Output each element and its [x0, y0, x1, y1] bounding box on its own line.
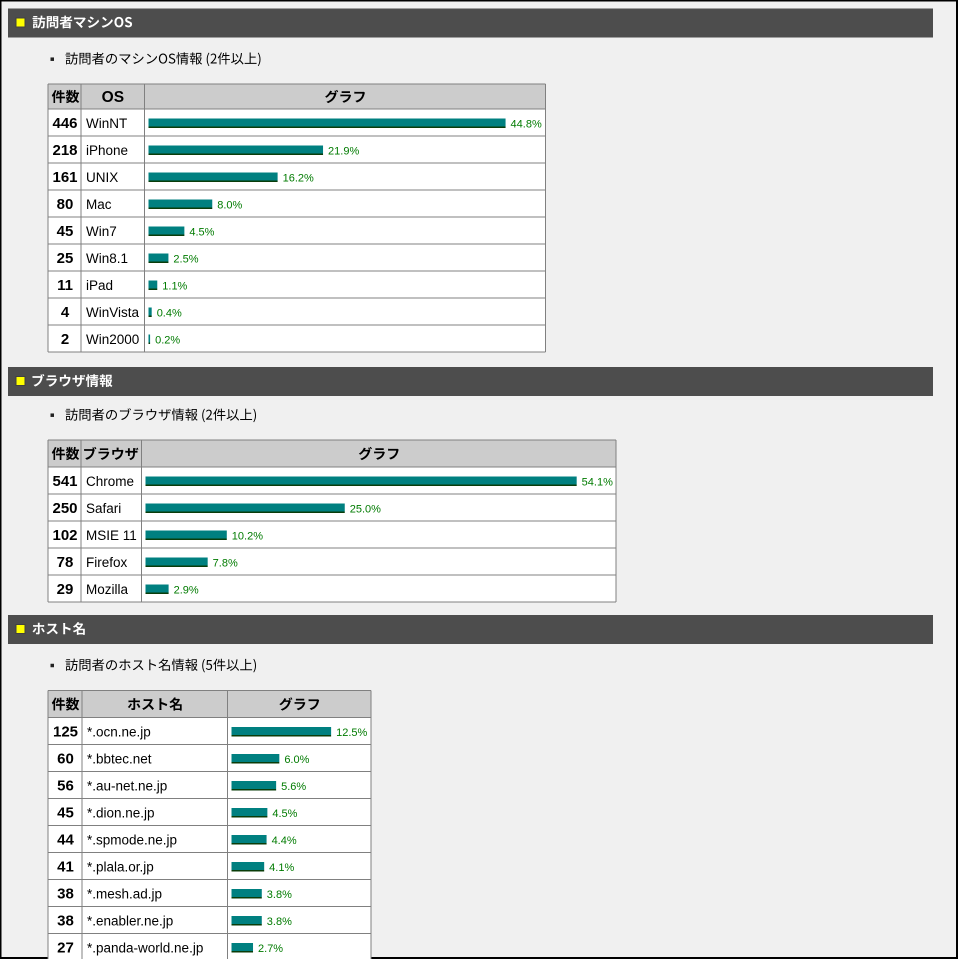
svg-text:78: 78: [57, 554, 74, 571]
svg-text:21.9%: 21.9%: [328, 146, 359, 158]
svg-text:*.plala.or.jp: *.plala.or.jp: [87, 859, 154, 874]
svg-text:MSIE 11: MSIE 11: [86, 528, 137, 543]
svg-text:0.4%: 0.4%: [157, 308, 182, 320]
svg-text:45: 45: [57, 223, 74, 240]
svg-text:OS: OS: [102, 89, 124, 106]
svg-text:Win7: Win7: [86, 224, 117, 239]
svg-text:*.panda-world.ne.jp: *.panda-world.ne.jp: [87, 940, 203, 955]
svg-text:Firefox: Firefox: [86, 555, 128, 570]
svg-text:102: 102: [52, 527, 77, 544]
svg-text:Mac: Mac: [86, 197, 112, 212]
svg-text:1.1%: 1.1%: [162, 281, 187, 293]
svg-text:iPhone: iPhone: [86, 143, 128, 158]
svg-text:*.mesh.ad.jp: *.mesh.ad.jp: [87, 886, 162, 901]
svg-text:*.enabler.ne.jp: *.enabler.ne.jp: [87, 913, 173, 928]
svg-text:2.9%: 2.9%: [174, 585, 199, 597]
svg-text:250: 250: [52, 500, 77, 517]
svg-text:2: 2: [61, 331, 69, 348]
svg-text:4.5%: 4.5%: [272, 808, 297, 820]
svg-text:8.0%: 8.0%: [217, 200, 242, 212]
svg-text:44: 44: [57, 832, 74, 849]
svg-text:541: 541: [52, 473, 77, 490]
svg-text:5.6%: 5.6%: [281, 781, 306, 793]
svg-text:3.8%: 3.8%: [267, 889, 292, 901]
svg-text:6.0%: 6.0%: [284, 754, 309, 766]
svg-text:4: 4: [61, 304, 70, 321]
svg-text:125: 125: [53, 724, 78, 741]
svg-text:161: 161: [52, 169, 77, 186]
svg-text:Chrome: Chrome: [86, 474, 134, 489]
svg-text:80: 80: [57, 196, 74, 213]
svg-text:Mozilla: Mozilla: [86, 582, 129, 597]
svg-text:25: 25: [57, 250, 74, 267]
svg-text:0.2%: 0.2%: [155, 335, 180, 347]
svg-text:*.dion.ne.jp: *.dion.ne.jp: [87, 805, 155, 820]
svg-text:16.2%: 16.2%: [283, 173, 314, 185]
svg-text:WinNT: WinNT: [86, 116, 127, 131]
svg-text:446: 446: [52, 115, 77, 132]
svg-text:25.0%: 25.0%: [350, 504, 381, 516]
svg-text:2.7%: 2.7%: [258, 943, 283, 955]
svg-text:29: 29: [57, 581, 74, 598]
svg-text:*.spmode.ne.jp: *.spmode.ne.jp: [87, 832, 177, 847]
svg-text:38: 38: [57, 913, 74, 930]
svg-text:12.5%: 12.5%: [336, 727, 367, 739]
svg-text:10.2%: 10.2%: [232, 531, 263, 543]
svg-text:*.ocn.ne.jp: *.ocn.ne.jp: [87, 724, 151, 739]
svg-text:4.5%: 4.5%: [189, 227, 214, 239]
svg-text:7.8%: 7.8%: [213, 558, 238, 570]
svg-text:iPad: iPad: [86, 278, 113, 293]
svg-text:45: 45: [57, 805, 74, 822]
svg-text:Win8.1: Win8.1: [86, 251, 128, 266]
svg-text:*.au-net.ne.jp: *.au-net.ne.jp: [87, 778, 167, 793]
svg-text:WinVista: WinVista: [86, 305, 140, 320]
svg-text:4.4%: 4.4%: [272, 835, 297, 847]
svg-text:218: 218: [52, 142, 77, 159]
svg-text:60: 60: [57, 751, 74, 768]
svg-text:*.bbtec.net: *.bbtec.net: [87, 751, 152, 766]
svg-text:3.8%: 3.8%: [267, 916, 292, 928]
svg-text:44.8%: 44.8%: [511, 119, 542, 131]
svg-text:Win2000: Win2000: [86, 332, 139, 347]
svg-text:56: 56: [57, 778, 74, 795]
svg-text:27: 27: [57, 940, 74, 957]
svg-text:UNIX: UNIX: [86, 170, 118, 185]
svg-text:54.1%: 54.1%: [582, 477, 613, 489]
svg-text:Safari: Safari: [86, 501, 121, 516]
svg-text:11: 11: [57, 277, 73, 294]
svg-text:4.1%: 4.1%: [269, 862, 294, 874]
svg-text:41: 41: [57, 859, 74, 876]
svg-text:38: 38: [57, 886, 74, 903]
svg-text:2.5%: 2.5%: [173, 254, 198, 266]
